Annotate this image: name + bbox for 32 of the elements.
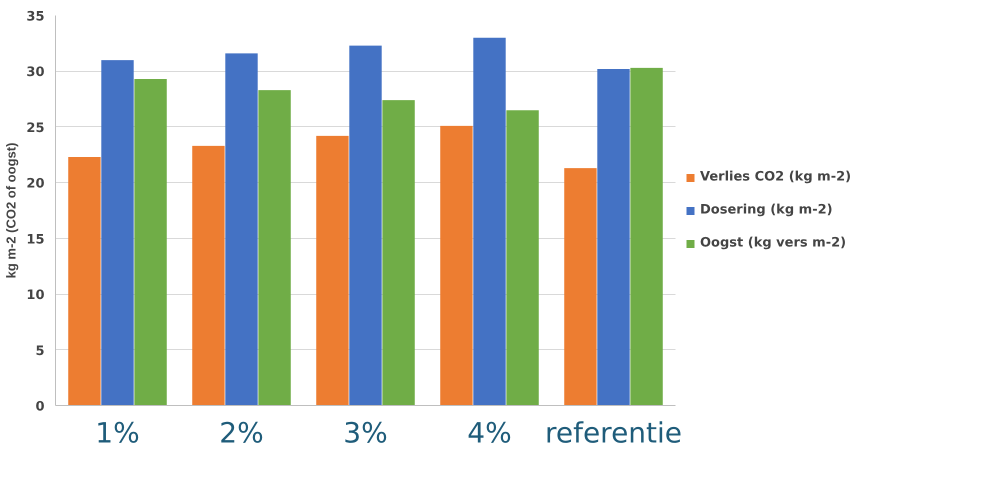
bar xyxy=(316,136,349,406)
y-tick-label: 20 xyxy=(26,176,45,192)
bar xyxy=(564,168,597,406)
legend-label: Oogst (kg vers m-2) xyxy=(700,236,846,250)
bar xyxy=(349,46,382,406)
x-tick-label: 2% xyxy=(219,416,264,450)
bar xyxy=(473,38,506,406)
legend-label: Verlies CO2 (kg m-2) xyxy=(700,170,852,184)
bar xyxy=(192,146,225,406)
y-tick-label: 35 xyxy=(26,10,45,24)
bar xyxy=(597,68,630,406)
bar xyxy=(258,90,291,406)
bar xyxy=(382,100,415,406)
bar xyxy=(506,110,539,406)
x-tick-label: 4% xyxy=(467,416,512,450)
y-tick-label: 30 xyxy=(26,65,45,80)
x-tick-label: 1% xyxy=(95,416,140,450)
y-tick-label: 15 xyxy=(26,232,45,248)
bar xyxy=(440,126,473,406)
x-tick-label: 3% xyxy=(343,416,388,450)
legend-label: Dosering (kg m-2) xyxy=(700,202,833,218)
bar xyxy=(101,60,134,406)
y-tick-label: 10 xyxy=(26,288,45,304)
bar xyxy=(225,53,258,406)
bar xyxy=(630,68,663,406)
y-tick-label: 25 xyxy=(26,120,45,136)
y-tick-label: 0 xyxy=(35,400,44,414)
bar xyxy=(134,79,167,406)
x-tick-label: referentie xyxy=(544,416,682,450)
y-tick-label: 5 xyxy=(35,344,44,359)
bar xyxy=(68,157,101,406)
y-axis-title: kg m-2 (CO2 of oogst) xyxy=(3,142,18,278)
